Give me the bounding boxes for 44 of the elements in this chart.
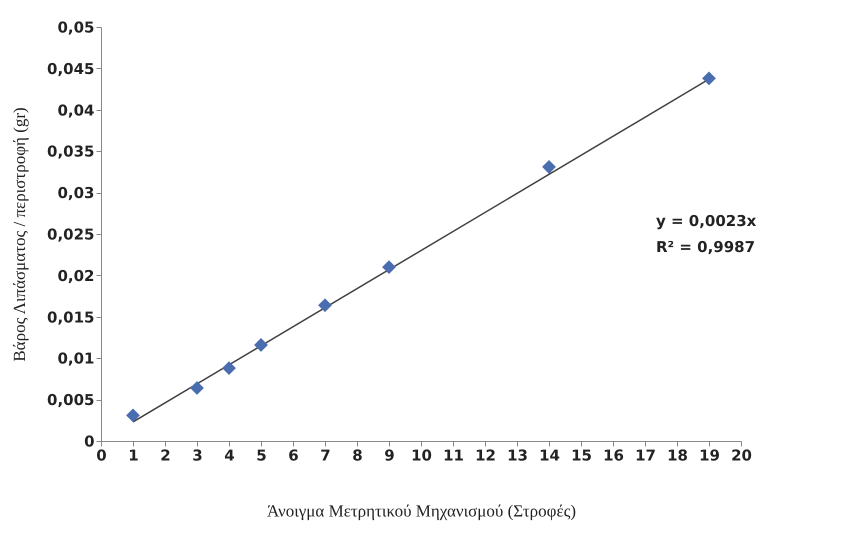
x-tick-label: 18 [667,446,688,464]
x-tick-label: 5 [256,446,267,464]
point [542,160,556,174]
x-tick-label: 14 [539,446,560,464]
x-tick-label: 19 [699,446,720,464]
x-tick-label: 1 [128,446,139,464]
x-tick-label: 6 [288,446,299,464]
y-tick-label: 0,015 [47,308,94,326]
y-tick-label: 0,04 [57,101,94,120]
y-tick-label: 0,005 [47,391,94,410]
x-tick-label: 11 [443,446,464,464]
x-axis-title: Άνοιγμα Μετρητικού Μηχανισμού (Στροφές) [267,502,576,520]
x-tick-label: 3 [192,446,203,464]
y-tick-label: 0,05 [57,18,94,36]
x-tick-label: 12 [475,446,496,464]
y-tick-label: 0,045 [47,60,94,78]
x-tick-label: 20 [731,446,752,464]
x-tick-label: 15 [571,446,592,464]
y-axis-title: Βάρος Λιπάσματος / περιστροφή (gr) [10,107,30,362]
annotation: R² = 0,9987 [656,238,756,256]
x-tick-label: 17 [635,446,656,464]
x-tick-label: 13 [507,446,528,464]
x-tick-label: 0 [96,446,107,464]
point [318,298,332,312]
point [190,381,204,395]
y-tick-label: 0,025 [47,226,94,244]
annotation: y = 0,0023x [656,212,757,230]
point [382,260,396,274]
point [222,361,236,376]
point [254,338,268,352]
x-tick-label: 8 [352,446,363,464]
y-tick-label: 0,03 [57,184,94,202]
point [702,71,716,86]
y-tick-label: 0,01 [57,350,94,368]
x-tick-label: 16 [603,446,624,464]
x-tick-label: 7 [320,446,331,464]
x-tick-label: 10 [411,446,432,464]
x-tick-label: 2 [160,446,171,464]
x-tick-label: 4 [224,446,235,464]
point [126,408,140,422]
y-tick-label: 0 [84,432,94,450]
y-tick-label: 0,02 [57,266,94,285]
x-tick-label: 9 [384,446,395,464]
y-tick-label: 0,035 [47,142,94,161]
